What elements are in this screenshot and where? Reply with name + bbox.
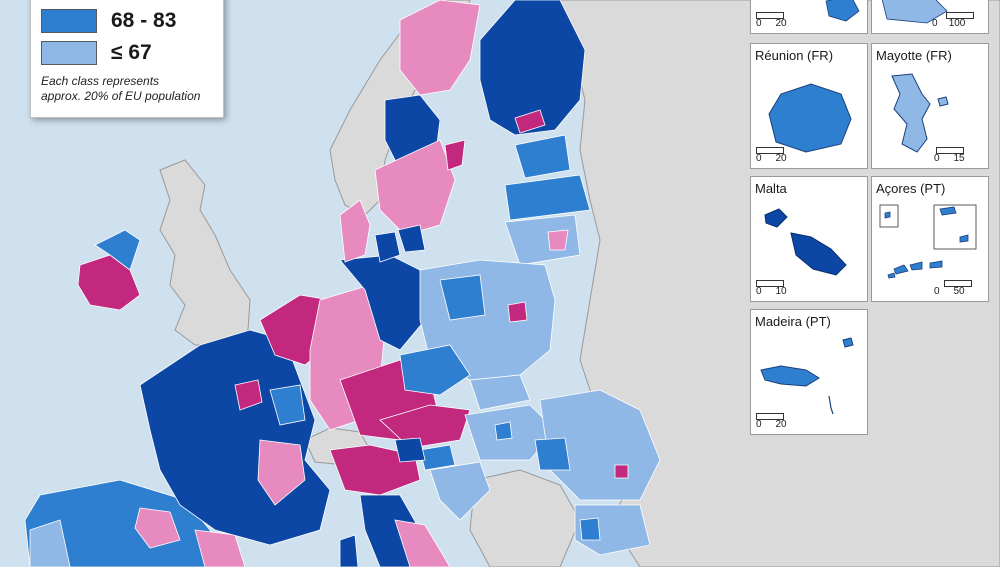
sweden-south: [374, 139, 456, 236]
inset-title-reunion: Réunion (FR): [755, 48, 834, 63]
inset-acores: Açores (PT) 0 50: [871, 176, 989, 302]
legend-row-le-67: ≤ 67: [41, 41, 152, 65]
western-balkans: [469, 469, 581, 567]
reunion-shape: [768, 83, 852, 153]
inset-title-acores: Açores (PT): [876, 181, 946, 196]
finland: [479, 0, 586, 136]
latvia: [504, 174, 591, 221]
scale-bar: [756, 147, 784, 154]
scale-bar: [756, 413, 784, 420]
madeira-shape: [760, 337, 854, 415]
budapest: [494, 421, 513, 441]
helsinki: [514, 109, 546, 134]
denmark: [339, 199, 371, 263]
legend-swatch-medium-blue: [41, 9, 97, 33]
lithuania: [504, 214, 581, 266]
legend-label-le-67: ≤ 67: [111, 41, 152, 64]
scale-label: 0 10: [756, 286, 787, 297]
slovenia: [419, 444, 456, 471]
scale-bar: [946, 12, 974, 19]
inset-top-left-shape: [825, 0, 860, 22]
sweden-skane: [397, 224, 426, 253]
scale-bar: [756, 12, 784, 19]
iberia-west: [29, 519, 71, 567]
malta-shape: [764, 208, 847, 276]
warsaw: [507, 301, 528, 323]
legend-swatch-light-blue: [41, 41, 97, 65]
croatia: [429, 461, 491, 521]
inset-madeira: Madeira (PT) 0 20: [750, 309, 868, 435]
poland-west: [439, 274, 486, 321]
czechia: [399, 344, 471, 396]
scale-label: 0 50: [934, 286, 965, 297]
legend-note-line1: Each class represents: [41, 74, 160, 88]
vilnius: [547, 229, 569, 251]
iberia-east: [194, 529, 246, 567]
legend-label-68-83: 68 - 83: [111, 9, 177, 32]
scale-label: 0 20: [756, 18, 787, 29]
inset-top-left: 0 20: [750, 0, 868, 34]
bulgaria-sofia: [579, 517, 601, 541]
france-center-pink: [257, 439, 306, 506]
legend-row-68-83: 68 - 83: [41, 9, 176, 33]
inset-mayotte: Mayotte (FR) 0 15: [871, 43, 989, 169]
sardinia: [339, 534, 359, 567]
mayotte-shape: [891, 73, 949, 153]
legend-note-line2: approx. 20% of EU population: [41, 89, 201, 103]
inset-top-right: 0 100: [871, 0, 989, 34]
france-paris: [234, 379, 263, 411]
inset-reunion: Réunion (FR) 0 20: [750, 43, 868, 169]
germany-north: [339, 254, 426, 351]
estonia: [514, 134, 571, 179]
inset-title-mayotte: Mayotte (FR): [876, 48, 952, 63]
france-east: [269, 384, 306, 426]
scale-bar: [756, 280, 784, 287]
scale-label: 0 20: [756, 419, 787, 430]
inset-title-madeira: Madeira (PT): [755, 314, 831, 329]
ireland-east: [94, 229, 141, 271]
inset-title-malta: Malta: [755, 181, 787, 196]
scale-label: 0 100: [932, 18, 966, 29]
bucharest: [614, 464, 629, 479]
legend-note: Each class represents approx. 20% of EU …: [41, 74, 221, 104]
sweden-north: [399, 0, 481, 96]
scale-label: 0 20: [756, 153, 787, 164]
italy-south: [394, 519, 451, 567]
italy-north: [329, 444, 421, 496]
legend: 68 - 83 ≤ 67 Each class represents appro…: [30, 0, 224, 118]
scale-bar: [944, 280, 972, 287]
scale-label: 0 15: [934, 153, 965, 164]
acores-shape: [879, 204, 977, 279]
romania: [539, 389, 661, 501]
scale-bar: [936, 147, 964, 154]
romania-west: [534, 437, 571, 471]
italy-ne: [394, 437, 426, 463]
denmark-east: [374, 231, 401, 263]
slovakia: [469, 374, 531, 411]
iberia-ne: [134, 507, 181, 549]
inset-malta: Malta 0 10: [750, 176, 868, 302]
inset-top-right-shape: [881, 0, 948, 24]
stockholm: [444, 139, 466, 171]
bulgaria: [574, 504, 651, 556]
